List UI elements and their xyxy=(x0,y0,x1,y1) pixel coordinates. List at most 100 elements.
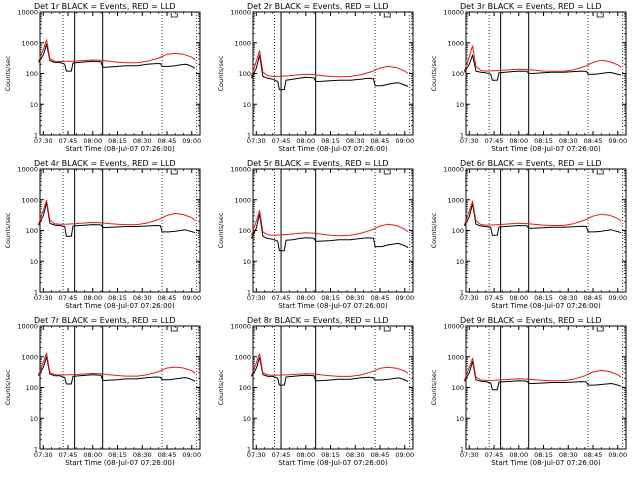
y-tick-label: 10 xyxy=(456,258,464,266)
y-tick-label: 1 xyxy=(247,446,251,454)
interval-bracket xyxy=(383,170,391,175)
y-tick-label: 100 xyxy=(239,227,251,235)
y-tick-label: 100 xyxy=(239,384,251,392)
chart-title: Det 5r BLACK = Events, RED = LLD xyxy=(247,159,389,168)
y-tick-label: 100 xyxy=(452,70,464,78)
x-tick-label: 08:30 xyxy=(133,294,152,302)
chart-title: Det 4r BLACK = Events, RED = LLD xyxy=(34,159,176,168)
chart-panel: Det 7r BLACK = Events, RED = LLD 1 10 100 10… xyxy=(4,316,201,467)
interval-bracket xyxy=(596,13,604,18)
x-axis-label: Start Time (08-Jul-07 07:26:00) xyxy=(491,145,601,153)
x-axis-label: Start Time (08-Jul-07 07:26:00) xyxy=(278,145,388,153)
x-tick-label: 08:15 xyxy=(534,451,553,459)
x-tick-label: 07:45 xyxy=(272,137,291,145)
x-tick-label: 07:45 xyxy=(59,294,78,302)
y-axis-label: Counts/sec xyxy=(430,212,438,248)
x-tick-label: 08:00 xyxy=(509,294,528,302)
events-series-line xyxy=(463,54,622,81)
y-tick-label: 1000 xyxy=(234,39,251,47)
y-axis-label: Counts/sec xyxy=(430,369,438,405)
x-axis-label: Start Time (08-Jul-07 07:26:00) xyxy=(491,302,601,310)
x-tick-label: 08:15 xyxy=(321,294,340,302)
y-tick-label: 1 xyxy=(34,446,38,454)
x-tick-label: 08:15 xyxy=(108,137,127,145)
interval-bracket xyxy=(170,327,178,332)
lld-series-line xyxy=(250,209,409,237)
x-tick-label: 08:45 xyxy=(371,294,390,302)
x-tick-label: 08:15 xyxy=(321,451,340,459)
y-tick-label: 100 xyxy=(26,70,38,78)
x-tick-label: 08:30 xyxy=(346,137,365,145)
y-tick-label: 1 xyxy=(460,289,464,297)
y-axis-label: Counts/sec xyxy=(217,55,225,91)
x-tick-label: 08:45 xyxy=(584,137,603,145)
chart-panel: Det 1r BLACK = Events, RED = LLD 1 10 100 10… xyxy=(4,2,201,153)
x-tick-label: 09:00 xyxy=(395,137,414,145)
chart-title: Det 3r BLACK = Events, RED = LLD xyxy=(460,2,602,11)
x-tick-label: 07:30 xyxy=(460,294,479,302)
x-tick-label: 08:00 xyxy=(83,137,102,145)
y-axis-label: Counts/sec xyxy=(4,369,12,405)
y-tick-label: 10 xyxy=(243,101,251,109)
y-tick-label: 10000 xyxy=(443,9,464,17)
x-tick-label: 08:30 xyxy=(346,294,365,302)
interval-bracket xyxy=(596,327,604,332)
y-axis-label: Counts/sec xyxy=(4,55,12,91)
x-tick-label: 08:00 xyxy=(83,451,102,459)
y-axis-label: Counts/sec xyxy=(430,55,438,91)
y-tick-label: 1000 xyxy=(21,353,38,361)
y-tick-label: 1 xyxy=(247,289,251,297)
y-axis-label: Counts/sec xyxy=(217,212,225,248)
x-tick-label: 07:45 xyxy=(485,451,504,459)
events-series-line xyxy=(250,356,409,386)
events-series-line xyxy=(37,43,196,72)
y-tick-label: 10000 xyxy=(443,323,464,331)
chart-panel: Det 2r BLACK = Events, RED = LLD 1 10 100 10… xyxy=(217,2,414,153)
x-tick-label: 08:30 xyxy=(559,294,578,302)
y-axis-label: Counts/sec xyxy=(4,212,12,248)
y-tick-label: 1000 xyxy=(21,196,38,204)
plot-frame xyxy=(39,11,201,136)
x-tick-label: 08:30 xyxy=(133,451,152,459)
x-tick-label: 08:00 xyxy=(296,137,315,145)
x-tick-label: 08:45 xyxy=(158,451,177,459)
x-tick-label: 09:00 xyxy=(608,451,627,459)
y-tick-label: 10 xyxy=(243,415,251,423)
y-tick-label: 1 xyxy=(247,132,251,140)
chart-panel: Det 5r BLACK = Events, RED = LLD 1 10 100 10… xyxy=(217,159,414,310)
x-tick-label: 08:45 xyxy=(584,451,603,459)
y-tick-label: 1000 xyxy=(447,353,464,361)
x-tick-label: 08:15 xyxy=(108,294,127,302)
lld-series-line xyxy=(250,50,409,78)
y-tick-label: 100 xyxy=(239,70,251,78)
y-tick-label: 100 xyxy=(452,227,464,235)
chart-title: Det 9r BLACK = Events, RED = LLD xyxy=(460,316,602,325)
y-tick-label: 1 xyxy=(34,132,38,140)
x-axis-label: Start Time (08-Jul-07 07:26:00) xyxy=(278,459,388,467)
chart-title: Det 6r BLACK = Events, RED = LLD xyxy=(460,159,602,168)
x-axis-label: Start Time (08-Jul-07 07:26:00) xyxy=(491,459,601,467)
chart-panel: Det 9r BLACK = Events, RED = LLD 1 10 100 10… xyxy=(430,316,627,467)
plot-frame xyxy=(465,325,627,450)
lld-series-line xyxy=(37,199,196,226)
x-tick-label: 07:30 xyxy=(247,294,266,302)
plot-frame xyxy=(465,168,627,293)
chart-panel: Det 8r BLACK = Events, RED = LLD 1 10 100 10… xyxy=(217,316,414,467)
y-tick-label: 10 xyxy=(30,415,38,423)
x-tick-label: 07:30 xyxy=(247,451,266,459)
y-tick-label: 10000 xyxy=(17,9,38,17)
x-tick-label: 08:45 xyxy=(158,294,177,302)
chart-title: Det 1r BLACK = Events, RED = LLD xyxy=(34,2,176,11)
x-tick-label: 08:30 xyxy=(346,451,365,459)
x-tick-label: 08:00 xyxy=(509,137,528,145)
y-tick-label: 1000 xyxy=(447,39,464,47)
events-series-line xyxy=(37,202,196,237)
y-tick-label: 10000 xyxy=(17,166,38,174)
y-tick-label: 10 xyxy=(456,415,464,423)
interval-bracket xyxy=(383,327,391,332)
x-tick-label: 07:30 xyxy=(34,137,53,145)
y-tick-label: 10 xyxy=(456,101,464,109)
y-tick-label: 10000 xyxy=(17,323,38,331)
x-tick-label: 08:15 xyxy=(108,451,127,459)
x-tick-label: 07:30 xyxy=(460,137,479,145)
